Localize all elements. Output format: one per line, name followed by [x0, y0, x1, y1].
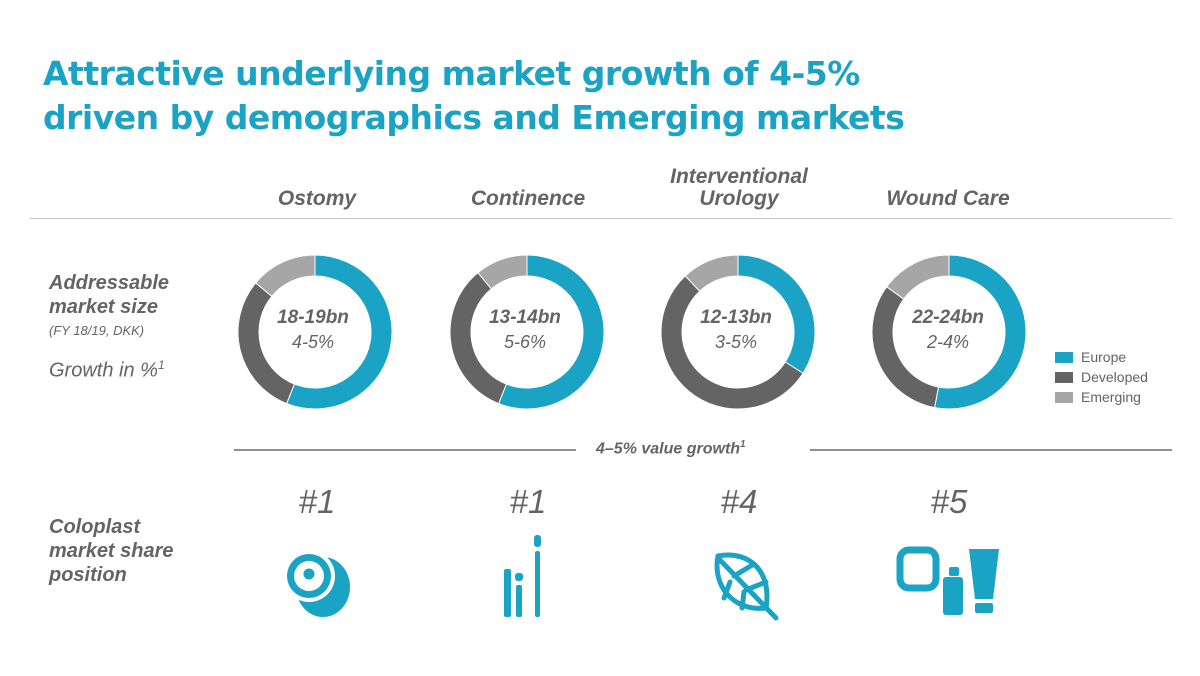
donut-slice-wound-care-europe: [933, 254, 1027, 410]
column-header-wound-care: Wound Care: [853, 188, 1043, 210]
growth-label: Growth in %1: [49, 358, 165, 383]
header-divider: [30, 218, 1172, 219]
rank-interventional-urology: #4: [720, 483, 758, 520]
legend-swatch-europe: [1055, 351, 1073, 363]
market-size-ostomy: 18-19bn: [277, 307, 349, 328]
addressable-market-label: Addressable market size: [49, 271, 169, 319]
catheter-icon: [504, 535, 541, 617]
donut-slice-ostomy-emerging: [254, 254, 316, 298]
donut-center-ostomy: 18-19bn 4-5%: [253, 306, 373, 354]
donut-slice-wound-care-emerging: [886, 254, 950, 300]
value-growth-footnote: 1: [740, 439, 746, 450]
value-growth-divider-right: [810, 449, 1172, 451]
market-size-interventional-urology: 12-13bn: [700, 307, 772, 328]
addressable-label-line-2: market size: [49, 296, 158, 318]
growth-ostomy: 4-5%: [291, 332, 335, 352]
donut-center-wound-care: 22-24bn 2-4%: [888, 306, 1008, 354]
growth-wound-care: 2-4%: [926, 332, 970, 352]
legend-item-emerging: Emerging: [1055, 387, 1148, 407]
donut-slice-continence-emerging: [477, 254, 528, 290]
column-header-urology-line-1: Interventional: [670, 165, 808, 188]
legend-label-emerging: Emerging: [1081, 389, 1141, 405]
addressable-label-line-1: Addressable: [49, 272, 170, 294]
donut-center-continence: 13-14bn 5-6%: [465, 306, 585, 354]
rank-continence: #1: [509, 483, 547, 520]
donut-center-interventional-urology: 12-13bn 3-5%: [676, 306, 796, 354]
value-growth-divider-left: [234, 449, 576, 451]
rank-wound-care: #5: [930, 483, 968, 520]
chart-legend: Europe Developed Emerging: [1055, 347, 1148, 407]
column-header-urology-line-2: Urology: [699, 187, 779, 210]
donut-slice-ostomy-europe: [286, 254, 393, 410]
growth-label-text: Growth in %: [49, 359, 158, 382]
market-share-label-line-2: market share: [49, 540, 174, 562]
market-size-continence: 13-14bn: [489, 307, 561, 328]
rank-ostomy: #1: [298, 483, 336, 520]
legend-swatch-developed: [1055, 371, 1073, 383]
value-growth-label: 4–5% value growth1: [596, 439, 746, 458]
growth-label-footnote: 1: [157, 358, 165, 372]
market-share-label-line-1: Coloplast: [49, 516, 141, 538]
legend-label-developed: Developed: [1081, 369, 1148, 385]
column-header-interventional-urology: Interventional Urology: [644, 166, 834, 210]
legend-item-europe: Europe: [1055, 347, 1148, 367]
ostomy-bag-icon: [283, 550, 350, 617]
addressable-market-sublabel: (FY 18/19, DKK): [49, 323, 145, 338]
value-growth-text: 4–5% value growth: [596, 440, 741, 458]
legend-label-europe: Europe: [1081, 349, 1127, 365]
growth-interventional-urology: 3-5%: [714, 332, 758, 352]
market-share-label-line-3: position: [49, 564, 127, 586]
donut-slice-interventional-urology-developed: [660, 275, 804, 410]
market-size-wound-care: 22-24bn: [912, 307, 984, 328]
wound-care-products-icon: [896, 546, 999, 615]
column-header-continence-line-1: Continence: [470, 187, 586, 210]
market-share-label: Coloplast market share position: [49, 515, 174, 587]
column-header-continence: Continence: [433, 188, 623, 210]
donut-slice-interventional-urology-emerging: [684, 254, 739, 292]
growth-continence: 5-6%: [503, 332, 547, 352]
leaf-icon: [714, 552, 779, 621]
legend-swatch-emerging: [1055, 391, 1073, 403]
legend-item-developed: Developed: [1055, 367, 1148, 387]
page-title-line-1: Attractive underlying market growth of 4…: [43, 54, 860, 93]
page-title: Attractive underlying market growth of 4…: [43, 52, 905, 140]
column-header-wound-care-line-1: Wound Care: [886, 187, 1010, 210]
column-header-ostomy: Ostomy: [222, 188, 412, 210]
donut-slice-continence-europe: [498, 254, 605, 410]
column-header-ostomy-line-1: Ostomy: [277, 187, 357, 210]
page-title-line-2: driven by demographics and Emerging mark…: [43, 98, 905, 137]
